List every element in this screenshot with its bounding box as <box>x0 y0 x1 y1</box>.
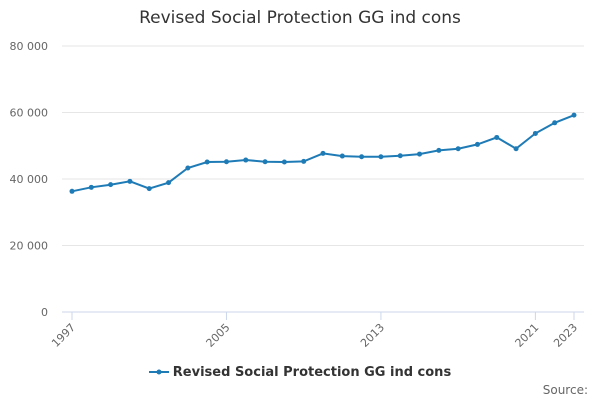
y-tick-label: 20 000 <box>10 240 49 253</box>
data-point[interactable] <box>146 186 152 192</box>
legend-label: Revised Social Protection GG ind cons <box>172 364 452 380</box>
data-point[interactable] <box>378 154 384 160</box>
data-point[interactable] <box>108 182 114 188</box>
data-point[interactable] <box>552 120 558 126</box>
grid-lines <box>62 45 584 246</box>
data-point[interactable] <box>320 150 326 156</box>
data-point[interactable] <box>301 158 307 164</box>
legend[interactable]: Revised Social Protection GG ind cons <box>0 364 600 380</box>
data-point[interactable] <box>69 188 75 194</box>
data-point[interactable] <box>243 157 249 163</box>
y-tick-label: 40 000 <box>10 173 49 186</box>
data-point[interactable] <box>281 159 287 165</box>
x-tick-label: 2023 <box>551 321 580 350</box>
data-point[interactable] <box>359 154 365 160</box>
y-tick-label: 0 <box>41 306 48 319</box>
data-point[interactable] <box>204 159 210 165</box>
data-point[interactable] <box>397 153 403 159</box>
data-point[interactable] <box>455 146 461 152</box>
data-point[interactable] <box>474 141 480 147</box>
data-point[interactable] <box>571 112 577 118</box>
legend-swatch-icon <box>148 369 169 375</box>
data-point[interactable] <box>417 151 423 157</box>
data-point[interactable] <box>339 153 345 159</box>
x-tick-label: 2013 <box>358 321 387 350</box>
data-point[interactable] <box>436 147 442 153</box>
chart-title: Revised Social Protection GG ind cons <box>139 8 461 28</box>
data-point[interactable] <box>513 146 519 152</box>
series-group <box>69 112 577 194</box>
data-point[interactable] <box>494 134 500 140</box>
y-tick-label: 80 000 <box>10 40 49 53</box>
source-label: Source: <box>542 383 588 397</box>
data-point[interactable] <box>262 159 268 165</box>
data-point[interactable] <box>166 180 172 186</box>
data-point[interactable] <box>223 159 229 165</box>
data-point[interactable] <box>88 184 94 190</box>
data-point[interactable] <box>185 165 191 171</box>
y-axis-tick-labels: 0 20 000 40 000 60 000 80 000 <box>10 40 49 319</box>
data-point[interactable] <box>127 178 133 184</box>
x-tick-label: 2021 <box>513 321 542 350</box>
x-tick-label: 1997 <box>49 321 78 350</box>
x-axis: 1997 2005 2013 2021 2023 <box>49 311 584 350</box>
y-tick-label: 60 000 <box>10 107 49 120</box>
data-point[interactable] <box>532 130 538 136</box>
x-tick-label: 2005 <box>204 321 233 350</box>
